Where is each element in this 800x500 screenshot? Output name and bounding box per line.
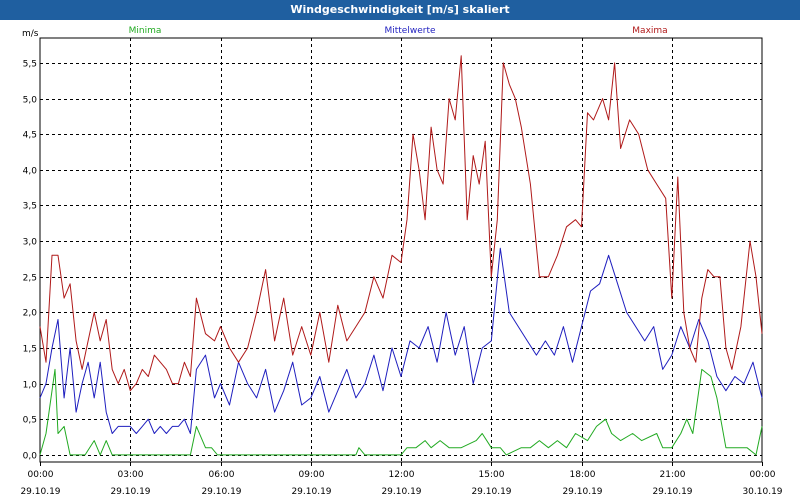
x-tick-time-label: 00:00 [750,470,776,480]
y-tick-label: 4,5 [23,131,37,141]
x-tick-date-label: 29.10.19 [562,487,602,497]
grid-lines [40,38,762,462]
series-lines [39,55,763,456]
x-tick-time-label: 18:00 [570,470,596,480]
y-tick-label: 0,5 [23,416,37,426]
y-tick-label: 5,5 [23,60,37,70]
x-tick-date-label: 29.10.19 [291,487,331,497]
x-tick-date-label: 29.10.19 [110,487,150,497]
x-tick-time-label: 03:00 [118,470,144,480]
x-tick-time-label: 15:00 [479,470,505,480]
y-tick-label: 4,0 [23,167,38,177]
x-tick-date-label: 29.10.19 [201,487,241,497]
x-tick-time-label: 09:00 [299,470,325,480]
x-tick-date-label: 29.10.19 [381,487,421,497]
x-tick-date-label: 29.10.19 [652,487,692,497]
y-tick-label: 3,0 [23,238,38,248]
chart-title: Windgeschwindigkeit [m/s] skaliert [0,0,800,20]
x-tick-date-label: 30.10.19 [742,487,782,497]
y-tick-label: 1,0 [23,381,38,391]
y-axis-ticks: 0,0 0,5 1,0 1,5 2,0 2,5 3,0 3,5 4,0 4,5 5,0 5,5 [23,60,38,462]
y-tick-label: 2,5 [23,274,37,284]
y-tick-label: 0,0 [23,452,38,462]
y-axis-label: m/s [22,29,39,39]
x-axis-ticks: 00:00 29.10.19 03:00 29.10.19 06:00 29.10.19 0… [20,462,783,497]
x-tick-date-label: 29.10.19 [20,487,60,497]
legend-label-mittelwerte: Mittelwerte [384,26,435,36]
y-tick-label: 1,5 [23,345,37,355]
series-line-minima [39,368,763,456]
series-line-maxima [39,55,763,392]
x-tick-time-label: 12:00 [389,470,415,480]
legend-label-minima: Minima [129,26,162,36]
line-chart: 0,0 0,5 1,0 1,5 2,0 2,5 3,0 3,5 4,0 4,5 5,0 5,5 00:… [20,26,783,497]
legend-label-maxima: Maxima [632,26,667,36]
y-tick-label: 3,5 [23,202,37,212]
x-tick-time-label: 00:00 [28,470,54,480]
x-tick-time-label: 06:00 [209,470,235,480]
series-line-mittelwerte [39,247,763,434]
y-tick-label: 5,0 [23,96,38,106]
y-tick-label: 2,0 [23,309,38,319]
legend: Minima Mittelwerte Maxima [129,26,668,36]
x-tick-date-label: 29.10.19 [471,487,511,497]
x-tick-time-label: 21:00 [660,470,686,480]
